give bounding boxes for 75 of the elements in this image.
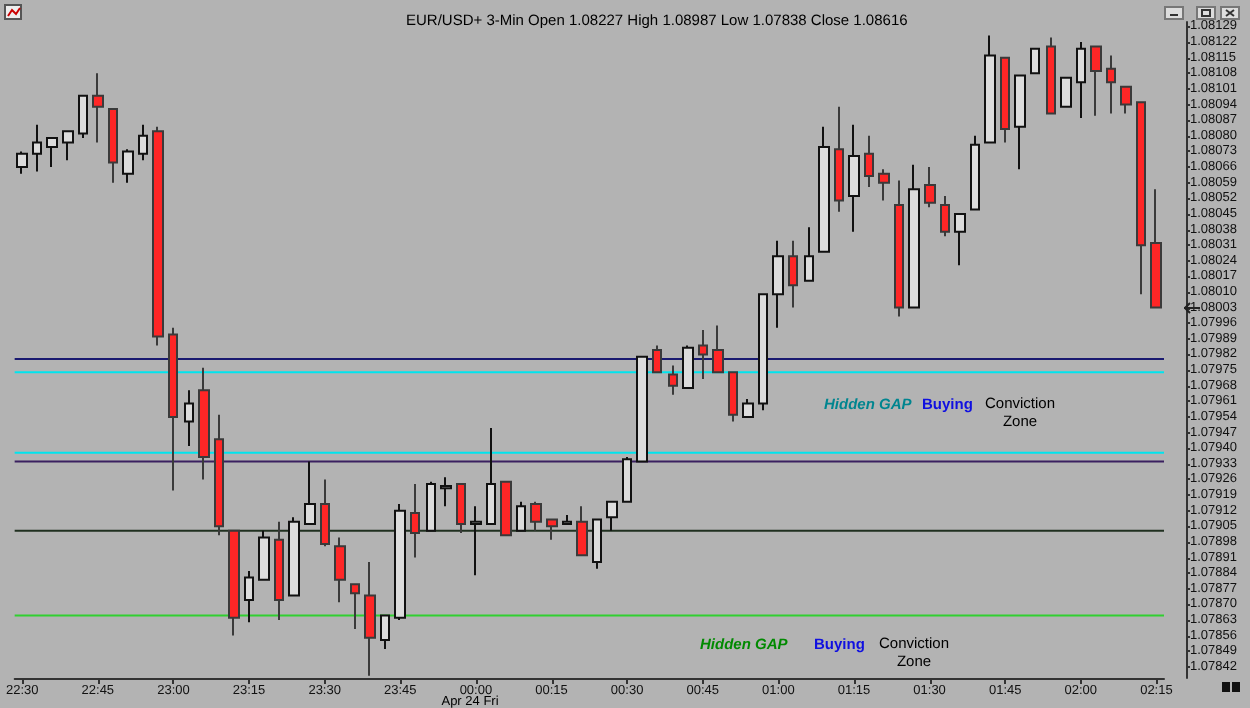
candlestick	[924, 166, 936, 209]
candlestick	[970, 134, 980, 211]
candlestick	[772, 239, 784, 329]
candlestick	[122, 148, 134, 184]
candlestick	[1030, 47, 1040, 75]
candlestick	[878, 168, 890, 202]
candlestick	[410, 482, 420, 559]
candlestick	[1014, 74, 1026, 171]
candlestick	[304, 460, 316, 526]
candlestick	[712, 324, 724, 374]
candlestick	[592, 518, 602, 570]
candlestick	[244, 569, 254, 624]
candlestick	[426, 480, 436, 532]
candlestick	[758, 293, 768, 412]
candlestick	[818, 125, 830, 253]
candlestick	[1120, 85, 1132, 115]
candlestick	[1046, 36, 1056, 115]
candlestick	[908, 163, 920, 309]
candlestick	[622, 456, 632, 503]
candlestick	[62, 130, 74, 162]
candlestick	[668, 364, 678, 396]
candlestick	[92, 72, 104, 144]
candlestick	[1060, 76, 1072, 108]
candlestick	[804, 226, 814, 282]
candlestick	[530, 500, 542, 532]
candlestick	[500, 480, 512, 537]
candlestick	[728, 371, 738, 423]
candlestick	[562, 514, 572, 526]
candlestick	[334, 536, 346, 604]
candlestick	[954, 212, 966, 267]
candlestick	[288, 516, 300, 597]
candlestick	[1000, 56, 1010, 144]
candlestick	[228, 529, 240, 637]
candlestick	[16, 150, 28, 175]
candlestick	[894, 179, 904, 318]
candlestick	[456, 482, 466, 534]
candlestick	[576, 505, 588, 557]
candlestick	[470, 505, 482, 577]
candlestick	[742, 398, 754, 418]
candlestick	[834, 105, 844, 213]
candlestick	[1090, 45, 1102, 117]
candlestick	[108, 108, 118, 184]
candlestick	[350, 583, 360, 630]
candlestick	[682, 344, 694, 389]
candlestick	[320, 478, 330, 548]
candlestick	[1076, 41, 1086, 119]
candlestick	[1150, 188, 1162, 309]
candlestick	[546, 518, 558, 541]
candlestick	[848, 123, 860, 233]
candlestick	[698, 328, 708, 381]
candlestick	[1136, 101, 1146, 296]
candlestick	[394, 502, 406, 621]
candlestick	[486, 427, 496, 526]
candlestick	[940, 195, 950, 238]
candlestick	[606, 500, 618, 532]
candlestick	[152, 125, 164, 347]
candlestick	[516, 500, 526, 532]
candlestick	[1106, 54, 1116, 115]
candlestick	[138, 123, 148, 162]
candlestick	[184, 389, 194, 447]
candlestick	[258, 529, 270, 581]
candlestick	[864, 134, 874, 189]
candlestick	[168, 326, 178, 492]
candlestick	[32, 123, 42, 173]
candlestick	[274, 520, 284, 621]
candlestick	[78, 94, 88, 140]
candlestick	[636, 355, 648, 463]
candlestick	[198, 366, 210, 481]
candlestick	[380, 614, 390, 650]
candlestick	[652, 344, 662, 374]
candlestick	[788, 239, 798, 309]
candlestick	[214, 413, 224, 537]
candlestick	[984, 34, 996, 144]
candlestick	[46, 137, 58, 169]
candlestick	[440, 476, 452, 508]
